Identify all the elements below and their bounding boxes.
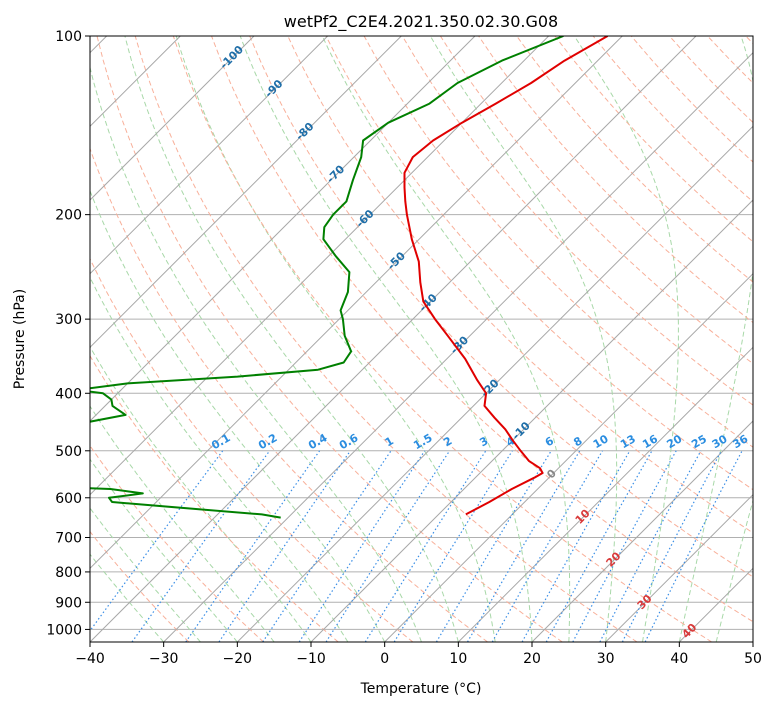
isotherm-line xyxy=(90,36,550,496)
y-tick-label: 500 xyxy=(55,444,82,460)
x-axis-ticks: −40 −30 −20 −10 0 10 20 30 40 50 xyxy=(75,642,762,667)
y-tick-label: 200 xyxy=(55,208,82,224)
temperature-profile-line xyxy=(403,36,609,516)
dry-adiabat-line xyxy=(96,36,563,642)
isotherm-line xyxy=(384,272,753,642)
y-tick-label: 1000 xyxy=(46,622,82,638)
mixing-ratio-line xyxy=(572,450,677,642)
x-tick-label: −10 xyxy=(296,651,326,667)
mixing-ratio-line xyxy=(599,450,702,642)
moist-adiabat-line xyxy=(90,189,386,642)
dry-adiabat-line xyxy=(172,36,712,642)
moist-adiabat-line xyxy=(124,36,459,642)
isotherm-line xyxy=(90,36,476,422)
mixing-ratio-line xyxy=(521,450,631,642)
moist-adiabat-line xyxy=(715,498,753,642)
y-axis-label: Pressure (hPa) xyxy=(12,289,28,389)
mixing-ratio-line xyxy=(218,450,351,642)
x-tick-label: −30 xyxy=(149,651,179,667)
dry-adiabat-line xyxy=(211,36,753,623)
mixing-ratio-lines xyxy=(90,450,743,642)
isotherm-line xyxy=(90,36,697,642)
isotherms xyxy=(90,36,753,642)
moist-adiabat-line xyxy=(90,276,349,642)
dry-adiabat-line xyxy=(516,36,753,283)
mixing-ratio-line xyxy=(545,450,653,642)
x-tick-label: −20 xyxy=(223,651,253,667)
isotherm-line xyxy=(90,36,329,275)
y-tick-label: 900 xyxy=(55,595,82,611)
x-tick-label: 10 xyxy=(449,651,467,667)
isotherm-line xyxy=(90,36,255,201)
isotherm-line xyxy=(605,493,753,642)
x-tick-label: 30 xyxy=(597,651,615,667)
x-tick-label: 0 xyxy=(380,651,389,667)
mixing-ratio-line xyxy=(131,450,271,642)
dry-adiabat-line xyxy=(90,444,264,642)
dry-adiabat-line xyxy=(401,36,753,406)
moist-adiabat-line xyxy=(429,36,618,642)
dry-adiabat-line xyxy=(249,36,753,578)
mixing-ratio-line xyxy=(298,450,426,642)
y-tick-label: 400 xyxy=(55,386,82,402)
mixing-ratio-line xyxy=(644,450,743,642)
dry-adiabat-line xyxy=(325,36,753,491)
mixing-ratio-line xyxy=(262,450,392,642)
chart-title: wetPf2_C2E4.2021.350.02.30.G08 xyxy=(284,12,558,32)
dry-adiabat-line xyxy=(90,530,190,642)
x-tick-label: 50 xyxy=(744,651,762,667)
y-tick-label: 300 xyxy=(55,312,82,328)
dry-adiabat-line xyxy=(90,354,339,642)
moist-adiabat-line xyxy=(90,405,275,642)
isotherm-line xyxy=(310,199,753,642)
x-axis-label: Temperature (°C) xyxy=(360,681,482,697)
x-tick-label: −40 xyxy=(75,651,105,667)
y-axis-ticks: 100 200 300 400 500 600 700 800 900 1000 xyxy=(46,29,90,638)
y-tick-label: 600 xyxy=(55,491,82,507)
isotherm-line xyxy=(163,51,753,642)
plot-frame xyxy=(89,35,754,643)
mixing-ratio-line xyxy=(185,450,321,642)
moist-adiabat-line xyxy=(90,458,238,642)
dry-adiabat-line xyxy=(90,147,488,642)
isotherm-line xyxy=(531,420,753,642)
plot-area: 0.1 0.2 0.4 0.6 1 1.5 2 3 4 6 8 10 13 16 20 25 30 36-100-… xyxy=(90,36,753,642)
y-tick-label: 800 xyxy=(55,565,82,581)
isotherm-line xyxy=(457,346,753,642)
y-tick-label: 700 xyxy=(55,531,82,547)
sounding-profiles xyxy=(90,36,609,519)
mixing-ratio-line xyxy=(435,450,552,642)
dry-adiabats xyxy=(90,36,753,642)
mixing-ratio-line xyxy=(364,450,487,642)
isotherm-line xyxy=(90,36,623,570)
y-tick-label: 100 xyxy=(55,29,82,45)
isotherm-line xyxy=(90,36,402,349)
dry-adiabat-line xyxy=(439,36,753,365)
x-tick-label: 40 xyxy=(670,651,688,667)
isotherm-line xyxy=(236,125,753,642)
moist-adiabat-line xyxy=(573,36,679,642)
mixing-ratio-line xyxy=(90,450,224,632)
x-tick-label: 20 xyxy=(523,651,541,667)
moist-adiabat-line xyxy=(321,36,571,642)
moist-adiabat-line xyxy=(239,36,533,642)
mixing-ratio-line xyxy=(325,450,451,642)
dry-adiabat-line xyxy=(134,36,638,642)
dewpoint-profile-line xyxy=(90,36,564,519)
moist-adiabat-line xyxy=(175,36,496,642)
